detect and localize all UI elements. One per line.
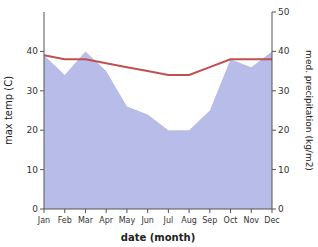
plot-area (44, 51, 272, 209)
y-axis-title: max temp (C) (3, 76, 14, 145)
x-tick (230, 209, 231, 213)
x-tick (251, 209, 252, 213)
x-tick-label: Nov (243, 216, 259, 225)
chart: 0 10 20 30 40 0 10 20 30 40 50 Jan Feb Mar Apr May Jun Ju… (0, 0, 318, 247)
y2-tick (272, 12, 276, 13)
x-tick (189, 209, 190, 213)
x-tick (147, 209, 148, 213)
x-axis-line (44, 209, 272, 210)
y-tick (40, 209, 44, 210)
x-tick-label: Jan (37, 216, 50, 225)
x-tick-label: May (119, 216, 136, 225)
y-tick (40, 90, 44, 91)
x-tick (44, 209, 45, 213)
axes: 0 10 20 30 40 0 10 20 30 40 50 Jan Feb Mar Apr May Jun Ju… (27, 7, 290, 225)
y2-tick-label: 10 (278, 165, 290, 175)
y2-tick-label: 0 (278, 204, 284, 214)
x-axis-title: date (month) (121, 232, 195, 243)
x-tick-label: Dec (264, 216, 279, 225)
x-tick-label: Sep (202, 216, 217, 225)
x-tick (168, 209, 169, 213)
y-tick-label: 20 (27, 125, 39, 135)
y-tick-label: 40 (27, 46, 39, 56)
y2-tick (272, 51, 276, 52)
precipitation-area (44, 51, 272, 209)
y2-tick (272, 90, 276, 91)
x-tick (106, 209, 107, 213)
y2-axis-title: med. precipitation (kg/m2) (304, 50, 314, 171)
y2-tick-label: 30 (278, 86, 290, 96)
x-tick-label: Mar (78, 216, 94, 225)
y2-tick-label: 40 (278, 46, 290, 56)
y2-axis-line (272, 12, 273, 209)
y-axis-line (44, 12, 45, 209)
y2-tick (272, 169, 276, 170)
y-tick-label: 30 (27, 86, 39, 96)
y-tick (40, 169, 44, 170)
y-tick-label: 0 (32, 204, 38, 214)
y2-tick-label: 20 (278, 125, 290, 135)
y2-tick (272, 209, 276, 210)
x-tick-label: Feb (58, 216, 72, 225)
y2-tick (272, 130, 276, 131)
x-tick (209, 209, 210, 213)
y2-tick-label: 50 (278, 7, 290, 17)
x-tick-label: Oct (224, 216, 238, 225)
x-tick (85, 209, 86, 213)
x-tick-label: Jul (163, 216, 174, 225)
x-tick (126, 209, 127, 213)
y-tick (40, 130, 44, 131)
x-tick (272, 209, 273, 213)
y-tick-label: 10 (27, 165, 39, 175)
temperature-line (44, 55, 272, 75)
x-tick-label: Apr (99, 216, 114, 225)
x-tick-label: Aug (181, 216, 197, 225)
x-tick (64, 209, 65, 213)
y-tick (40, 51, 44, 52)
x-tick-label: Jun (140, 216, 154, 225)
